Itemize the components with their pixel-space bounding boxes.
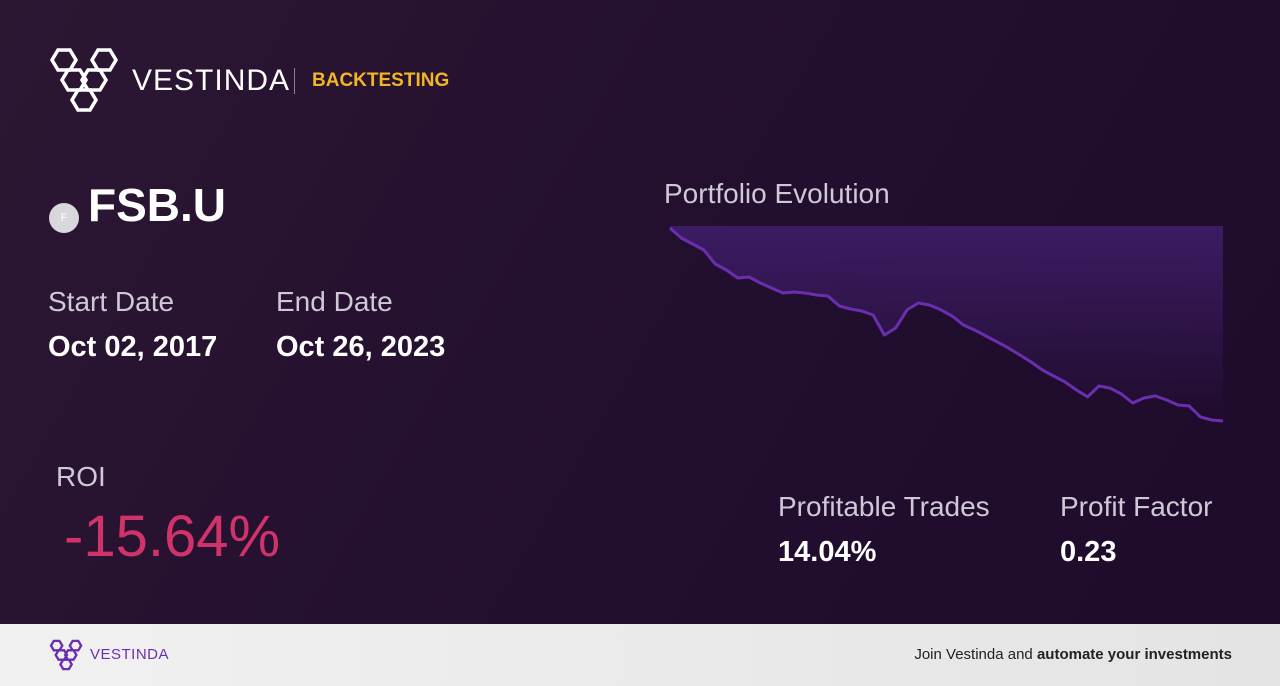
logo-icon bbox=[49, 48, 119, 112]
roi-label: ROI bbox=[56, 461, 106, 492]
area-fill bbox=[670, 226, 1223, 421]
line bbox=[669, 226, 1224, 423]
start-date: Oct 02, 2017 bbox=[48, 331, 218, 363]
footer: VESTINDA Join Vestinda and automate your… bbox=[0, 624, 1280, 686]
chart bbox=[669, 226, 1224, 423]
footer-cta: Join Vestinda and automate your investme… bbox=[914, 646, 1232, 663]
cta-text: Join Vestinda and bbox=[914, 646, 1033, 663]
roi-value: -15.64% bbox=[64, 504, 281, 569]
end-date-label: End Date bbox=[276, 286, 393, 317]
ticker-icon: F bbox=[49, 203, 79, 233]
stat-value: 0.23 bbox=[1060, 536, 1117, 568]
stat-value: 14.04% bbox=[778, 536, 877, 568]
stat-label: Profitable Trades bbox=[778, 491, 990, 522]
start-date-label: Start Date bbox=[48, 286, 175, 317]
footer-brand: VESTINDA bbox=[90, 646, 170, 663]
footer-logo-icon bbox=[49, 639, 83, 671]
stat-label: Profit Factor bbox=[1060, 491, 1213, 522]
section-label: BACKTESTING bbox=[312, 70, 450, 91]
ticker-symbol: FSB.U bbox=[88, 179, 226, 231]
end-date: Oct 26, 2023 bbox=[276, 331, 446, 363]
cta-bold: automate your investments bbox=[1036, 646, 1232, 663]
divider bbox=[294, 68, 295, 94]
chart-title: Portfolio Evolution bbox=[664, 178, 890, 209]
brand: VESTINDA bbox=[132, 64, 291, 97]
